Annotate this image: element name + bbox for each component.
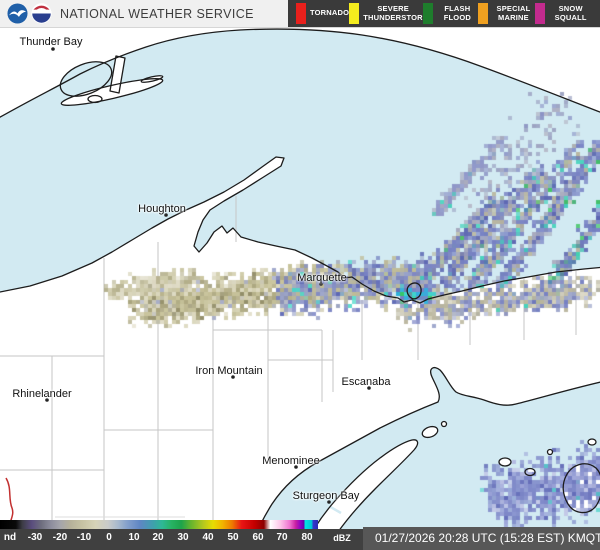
dbz-tick: 0: [106, 532, 112, 543]
small-island-outline: [546, 448, 554, 456]
city-dot: [164, 213, 168, 217]
severe-thunderstorm-label: SEVERE THUNDERSTORM: [363, 4, 430, 22]
dbz-unit-label: dBZ: [333, 533, 351, 543]
alert-legend: TORNADO SEVERE THUNDERSTORM FLASH FLOOD …: [288, 0, 600, 27]
superior-south-shore: [0, 156, 600, 304]
dbz-tick: 40: [202, 532, 214, 543]
city-label: Marquette: [297, 272, 347, 284]
thunder-bay-outline: [59, 61, 113, 97]
city-label: Sturgeon Bay: [292, 490, 360, 502]
status-bar: 01/27/2026 20:28 UTC (15:28 EST) KMQT: [363, 527, 600, 550]
dbz-tick: -30: [27, 532, 43, 543]
reflectivity-scale: nd -30 -20 -10 0 10 20 30 40 50 60 70 80 dBZ: [0, 520, 363, 550]
isle-royale-small-outline: [140, 75, 164, 83]
agency-name: NATIONAL WEATHER SERVICE: [60, 6, 254, 21]
snow-squall-swatch: [535, 3, 546, 24]
city-label: Thunder Bay: [19, 36, 83, 48]
noaa-logo-icon: [7, 3, 28, 24]
dbz-tick: 30: [177, 532, 189, 543]
tornado-label: TORNADO: [310, 8, 350, 18]
dbz-tick: 70: [276, 532, 288, 543]
isle-royale-outline: [60, 78, 164, 106]
city-label: Rhinelander: [12, 388, 72, 400]
dbz-tick: 60: [252, 532, 264, 543]
dbz-scale-ticks: nd -30 -20 -10 0 10 20 30 40 50 60 70 80 dBZ: [0, 529, 363, 550]
legend-item-flash-flood: FLASH FLOOD: [423, 3, 477, 24]
rock-island-outline: [440, 420, 448, 428]
flash-flood-label: FLASH FLOOD: [443, 4, 471, 22]
city-dot: [294, 465, 298, 469]
legend-item-special-marine: SPECIAL MARINE: [477, 3, 536, 24]
city-dot: [51, 47, 55, 51]
dbz-tick: 20: [152, 532, 164, 543]
legend-item-snow-squall: SNOW SQUALL: [535, 3, 592, 24]
city-dot: [319, 282, 323, 286]
grand-island-outline: [406, 282, 422, 300]
special-marine-swatch: [477, 3, 488, 24]
city-dot: [367, 386, 371, 390]
legend-item-severe-thunderstorm: SEVERE THUNDERSTORM: [349, 3, 430, 24]
city-label: Menominee: [262, 455, 320, 467]
city-label: Escanaba: [341, 376, 391, 388]
canada-coastline: [0, 28, 600, 118]
tornado-swatch: [296, 3, 306, 24]
nws-logo-icon: [31, 3, 52, 24]
dbz-tick: -20: [52, 532, 68, 543]
st-martin-outline: [498, 457, 512, 467]
severe-thunderstorm-swatch: [349, 3, 360, 24]
sibley-outline: [109, 55, 126, 94]
snow-squall-label: SNOW SQUALL: [554, 4, 587, 22]
timestamp-text: 01/27/2026 20:28 UTC (15:28 EST) KMQT: [375, 531, 600, 545]
city-dot: [327, 500, 331, 504]
dbz-tick: 10: [128, 532, 140, 543]
city-label: Iron Mountain: [195, 365, 263, 377]
dbz-tick: -10: [76, 532, 92, 543]
city-dot-group: [45, 47, 371, 504]
city-dot: [45, 398, 49, 402]
small-island-2-outline: [587, 438, 597, 446]
lake-michigan-shoreline: [249, 366, 600, 550]
poverty-outline: [524, 467, 536, 477]
city-dot: [231, 375, 235, 379]
dbz-tick: 50: [227, 532, 239, 543]
beaver-island-outline: [562, 463, 600, 514]
special-marine-label: SPECIAL MARINE: [496, 4, 531, 22]
dbz-tick: 80: [301, 532, 313, 543]
logo-group: [0, 3, 52, 24]
city-label: Houghton: [138, 203, 186, 215]
reflectivity-colorbar: [0, 520, 318, 529]
legend-item-tornado: TORNADO: [296, 3, 349, 24]
dbz-tick: nd: [3, 532, 17, 543]
washington-island-outline: [421, 425, 439, 439]
door-peninsula-outline: [302, 439, 419, 550]
flash-flood-swatch: [423, 3, 434, 24]
